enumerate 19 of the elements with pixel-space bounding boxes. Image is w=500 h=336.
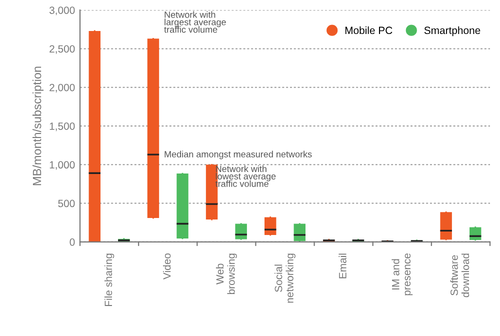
y-tick-label: 1,500 [50, 122, 75, 132]
x-tick-label: IM and presence [392, 253, 413, 296]
y-tick-label: 1,000 [50, 161, 75, 170]
y-tick-label: 0 [70, 238, 75, 246]
y-tick-label: 2,500 [50, 45, 75, 54]
x-tick-label: Software download [450, 254, 470, 298]
annotation: Network with largest average traffic volume [164, 11, 226, 33]
x-tick-label: Email [338, 254, 346, 278]
legend-label: Mobile PC [345, 26, 392, 34]
x-tick-label: Social networking [274, 254, 296, 303]
y-tick-label: 2,000 [50, 84, 75, 92]
y-tick-label: 500 [58, 200, 75, 208]
x-tick-label: Video [163, 253, 171, 280]
y-tick-label: 3,000 [49, 6, 75, 16]
y-axis-title: MB/month/subscription [32, 66, 44, 186]
legend-label: Smartphone [424, 26, 480, 36]
x-tick-label: File sharing [104, 254, 114, 306]
x-tick-label: Web browsing [216, 254, 237, 294]
annotation: Median amongst measured networks [164, 150, 312, 160]
